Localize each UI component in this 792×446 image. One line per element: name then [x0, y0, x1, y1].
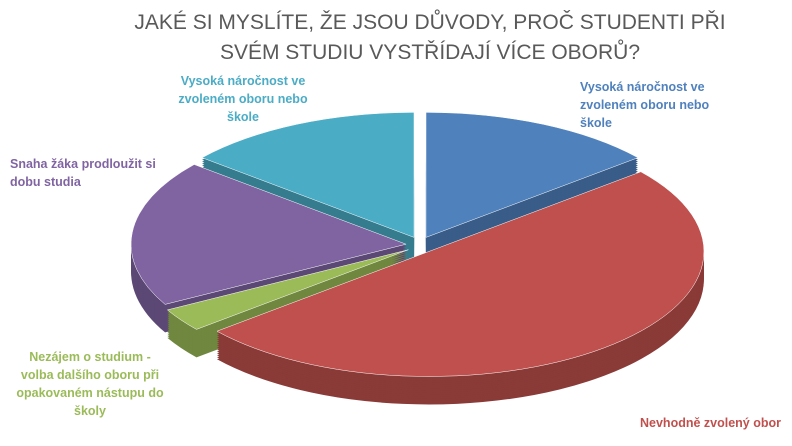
- slice: [201, 112, 415, 238]
- slice: [130, 164, 407, 305]
- slice-label: Snaha žáka prodloužit si dobu studia: [10, 157, 156, 189]
- slice-label: Vysoká náročnost ve zvoleném oboru nebo …: [580, 80, 710, 130]
- slice-label: Vysoká náročnost ve zvoleném oboru nebo …: [178, 74, 308, 124]
- slice: [166, 249, 409, 330]
- chart-title: JAKÉ SI MYSLÍTE, ŽE JSOU DŮVODY, PROČ ST…: [134, 11, 726, 64]
- slice: [425, 112, 639, 238]
- slice-label: Nevhodně zvolený obor: [640, 416, 781, 430]
- slice: [216, 171, 705, 377]
- slice-label: Nezájem o studium - volba dalšího oboru …: [16, 350, 164, 418]
